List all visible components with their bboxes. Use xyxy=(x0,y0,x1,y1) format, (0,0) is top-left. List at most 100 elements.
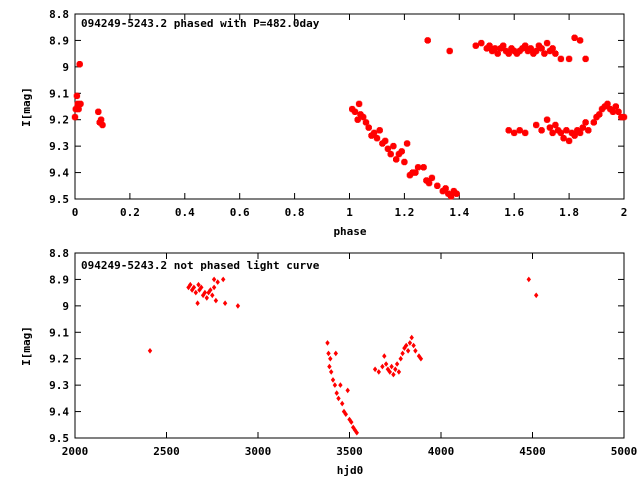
x-tick-label: 3500 xyxy=(336,445,363,458)
data-point xyxy=(235,303,241,309)
x-tick-label: 1.2 xyxy=(394,206,414,219)
data-point xyxy=(453,190,460,197)
data-point xyxy=(434,182,441,189)
data-point xyxy=(334,390,339,396)
data-point xyxy=(413,348,418,354)
unphased-light-curve-panel: 8.8 8.9 9 9.1 9.2 9.3 9.4 9.5 2000 2500 3000 3500 4… xyxy=(20,247,637,477)
data-point xyxy=(585,127,592,134)
data-point xyxy=(336,395,341,402)
data-point xyxy=(398,148,405,155)
data-point xyxy=(99,121,106,129)
data-point xyxy=(390,142,397,150)
data-point xyxy=(355,100,363,108)
y-tick-label: 9.2 xyxy=(49,114,69,127)
y-tick-label: 8.8 xyxy=(49,8,69,21)
data-point xyxy=(557,55,565,63)
data-point xyxy=(394,361,400,367)
data-point xyxy=(213,297,219,304)
data-point xyxy=(582,119,589,126)
data-point xyxy=(552,50,559,57)
data-point xyxy=(193,289,198,296)
data-point xyxy=(534,292,539,299)
data-point xyxy=(211,284,217,291)
y-tick-label: 9.3 xyxy=(49,140,69,153)
data-point xyxy=(382,353,387,359)
x-tick-label: 1.6 xyxy=(504,206,524,219)
data-point xyxy=(376,127,383,134)
data-point xyxy=(526,276,531,283)
y-tick-label: 9.4 xyxy=(49,167,69,180)
y-tick-label: 9.4 xyxy=(49,406,69,419)
chart-title: 094249-5243.2 not phased light curve xyxy=(81,259,320,272)
data-point xyxy=(326,350,331,357)
data-point xyxy=(77,100,84,108)
x-tick-label: 1.4 xyxy=(449,206,469,219)
data-point xyxy=(382,137,389,145)
data-point xyxy=(73,92,81,100)
data-point xyxy=(329,369,334,375)
x-tick-label: 5000 xyxy=(611,445,638,458)
data-point xyxy=(147,348,153,354)
data-point xyxy=(351,108,359,115)
y-axis-ticks: 8.8 8.9 9 9.1 9.2 9.3 9.4 9.5 xyxy=(49,247,624,445)
y-tick-label: 8.8 xyxy=(49,247,69,260)
data-point xyxy=(414,164,422,171)
data-point xyxy=(398,355,403,362)
data-point xyxy=(420,164,427,171)
y-tick-label: 9 xyxy=(62,300,69,313)
y-tick-label: 9 xyxy=(62,61,69,74)
data-point xyxy=(620,113,628,121)
y-tick-label: 9.3 xyxy=(49,379,69,392)
x-tick-label: 4000 xyxy=(428,445,455,458)
data-point xyxy=(543,116,551,123)
data-point xyxy=(376,369,381,375)
data-point xyxy=(325,340,330,346)
data-point xyxy=(338,382,343,388)
data-point xyxy=(576,37,584,44)
data-point xyxy=(571,34,578,41)
x-tick-label: 0.2 xyxy=(120,206,140,219)
data-point xyxy=(332,382,338,388)
y-axis-label: I[mag] xyxy=(20,326,33,366)
data-point xyxy=(365,124,372,131)
data-point xyxy=(222,300,228,306)
data-point xyxy=(195,300,200,306)
data-point xyxy=(505,127,512,134)
x-tick-label: 0.6 xyxy=(230,206,250,219)
data-point xyxy=(210,292,215,299)
data-point xyxy=(516,127,523,134)
data-point xyxy=(204,295,209,301)
data-point xyxy=(400,350,405,357)
x-tick-label: 2 xyxy=(621,206,628,219)
data-point xyxy=(345,387,350,394)
data-point xyxy=(396,369,402,375)
x-tick-label: 1 xyxy=(346,206,353,219)
data-point xyxy=(221,276,226,283)
data-point xyxy=(328,355,333,362)
data-point xyxy=(411,342,416,349)
data-points xyxy=(147,276,539,436)
data-point xyxy=(401,158,408,166)
data-point xyxy=(373,135,381,142)
plot-frame xyxy=(74,252,625,439)
data-point xyxy=(387,150,394,158)
chart-title: 094249-5243.2 phased with P=482.0day xyxy=(81,17,320,30)
x-tick-label: 1.8 xyxy=(559,206,579,219)
data-point xyxy=(582,55,589,63)
y-tick-label: 9.5 xyxy=(49,193,69,206)
data-point xyxy=(522,129,529,137)
data-point xyxy=(565,137,573,145)
x-tick-label: 3000 xyxy=(245,445,272,458)
data-point xyxy=(76,60,83,68)
data-point xyxy=(538,127,545,134)
x-tick-label: 4500 xyxy=(519,445,546,458)
y-tick-label: 9.2 xyxy=(49,353,69,366)
data-point xyxy=(330,377,336,383)
data-point xyxy=(383,361,389,367)
y-tick-label: 8.9 xyxy=(49,34,69,47)
data-point xyxy=(472,42,479,49)
y-tick-label: 9.5 xyxy=(49,432,69,445)
y-tick-label: 9.1 xyxy=(49,326,69,339)
data-point xyxy=(405,348,411,354)
